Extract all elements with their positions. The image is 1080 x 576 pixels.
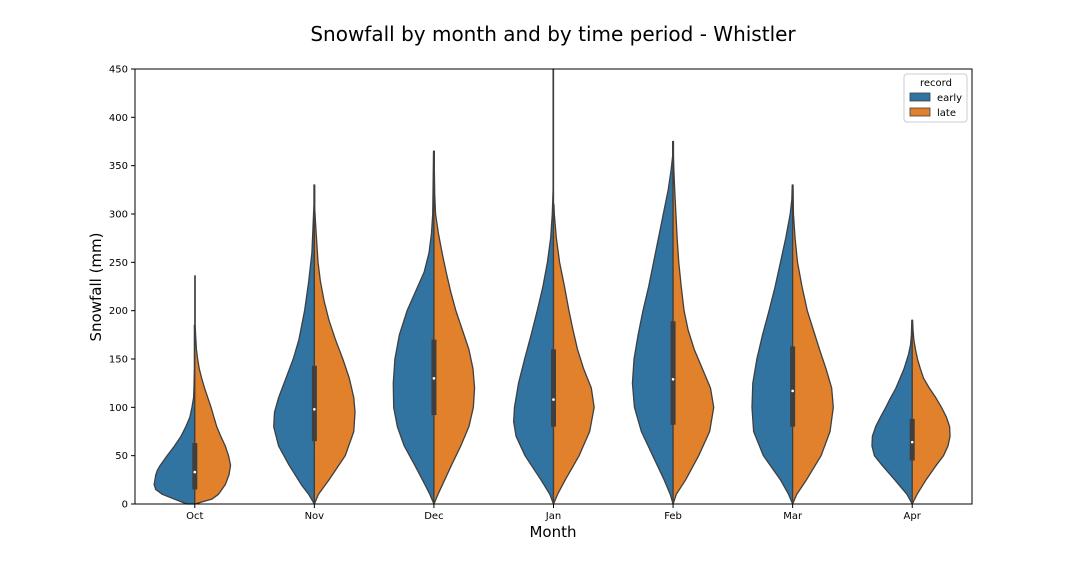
legend-title: record — [920, 78, 952, 89]
quartile-box-nov — [311, 365, 317, 442]
violin-late-dec — [433, 150, 476, 505]
y-tick-label: 200 — [109, 306, 128, 317]
y-tick-label: 50 — [115, 451, 128, 462]
legend-label-late: late — [937, 108, 956, 119]
violin-late-jan — [552, 203, 595, 505]
y-tick-label: 0 — [122, 500, 128, 511]
y-tick-label: 300 — [109, 210, 128, 221]
legend-swatch-late — [909, 107, 931, 117]
chart-title: Snowfall by month and by time period - W… — [310, 22, 796, 46]
quartile-box-jan — [551, 349, 556, 427]
y-axis-ticks: 0 50 100 150 200 250 300 350 400 450 — [109, 65, 135, 511]
quartile-box-oct — [192, 443, 198, 490]
median-point-dec — [432, 377, 436, 380]
violin-early-jan — [513, 68, 555, 505]
legend-swatch-early — [909, 92, 931, 102]
quartile-box-feb — [670, 321, 676, 425]
median-point-mar — [791, 389, 794, 393]
y-tick-label: 450 — [109, 65, 128, 76]
y-tick-label: 350 — [109, 161, 128, 172]
violin-late-nov — [313, 184, 356, 505]
x-tick-label: Apr — [904, 511, 922, 522]
legend-label-early: early — [937, 93, 962, 104]
violin-late-oct — [194, 275, 232, 505]
y-axis-label: Snowfall (mm) — [87, 233, 105, 342]
median-point-oct — [193, 470, 197, 474]
x-tick-label: Feb — [664, 511, 682, 522]
x-tick-label: Nov — [305, 511, 325, 522]
violin-late-feb — [672, 140, 715, 505]
median-point-nov — [313, 407, 316, 411]
legend: record early late — [903, 73, 968, 123]
quartile-box-apr — [909, 418, 915, 461]
quartile-boxes — [192, 321, 915, 490]
x-tick-label: Mar — [783, 511, 803, 522]
violin-early-nov — [273, 184, 316, 505]
quartile-box-mar — [790, 346, 796, 427]
x-tick-label: Jan — [545, 511, 561, 522]
x-axis-ticks: Oct Nov Dec Jan Feb Mar Apr — [186, 504, 922, 522]
violin-early-mar — [751, 184, 794, 505]
median-point-apr — [910, 440, 914, 444]
y-tick-label: 250 — [109, 258, 128, 269]
violin-layer — [153, 68, 951, 505]
violin-early-oct — [153, 324, 196, 505]
y-tick-label: 100 — [109, 403, 128, 414]
violin-late-apr — [911, 319, 951, 505]
median-point-feb — [671, 378, 675, 381]
x-tick-label: Oct — [186, 511, 203, 522]
median-point-jan — [552, 398, 555, 401]
violin-early-dec — [392, 150, 435, 505]
x-axis-label: Month — [529, 523, 576, 541]
x-tick-label: Dec — [424, 511, 443, 522]
y-tick-label: 150 — [109, 355, 128, 366]
y-tick-label: 400 — [109, 113, 128, 124]
violin-late-mar — [791, 184, 834, 505]
violin-early-feb — [631, 140, 674, 505]
violin-early-apr — [871, 319, 913, 505]
